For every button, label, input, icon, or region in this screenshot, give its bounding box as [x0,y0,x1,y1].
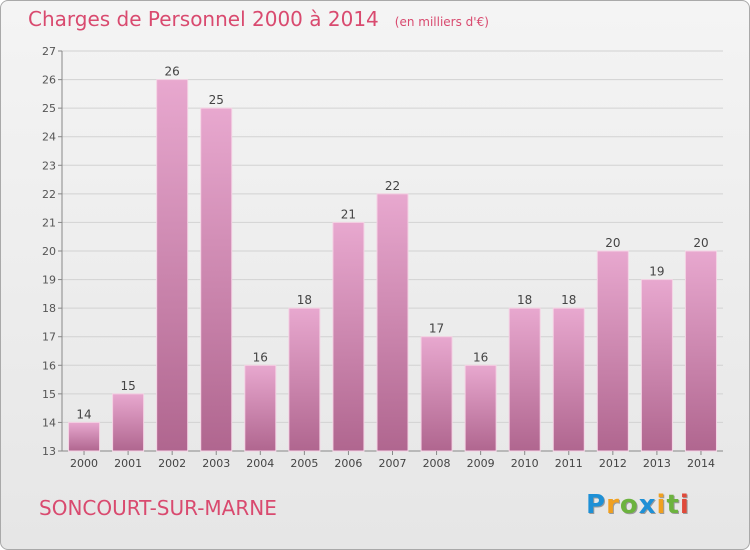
bar-2004 [244,364,277,452]
data-label-2007: 22 [385,179,400,193]
bar-2003 [200,107,233,452]
x-tick-label-2011: 2011 [555,457,583,470]
bar-2011 [552,307,585,452]
commune-name: SONCOURT-SUR-MARNE [39,496,277,520]
y-tick-label-21: 21 [42,216,56,229]
data-label-2006: 21 [341,207,356,221]
bar-2007 [376,193,409,452]
data-label-2003: 25 [209,93,224,107]
y-tick-label-25: 25 [42,102,56,115]
bar-2002 [156,79,189,452]
bar-2010 [508,307,541,452]
y-tick-label-27: 27 [42,45,56,58]
bar-2014 [684,250,717,452]
data-label-2005: 18 [297,293,312,307]
logo-letter: r [606,490,620,520]
logo-letter: i [679,490,690,520]
data-label-2011: 18 [561,293,576,307]
x-tick-label-2003: 2003 [202,457,230,470]
x-tick-label-2000: 2000 [70,457,98,470]
x-tick-label-2002: 2002 [158,457,186,470]
bar-2008 [420,336,453,452]
x-tick-label-2001: 2001 [114,457,142,470]
bar-2006 [332,221,365,452]
x-tick-labels: 2000 2001 2002 2003 2004 2005 2006 2007 2008 2009… [70,451,715,470]
y-tick-label-15: 15 [42,388,56,401]
chart-title-block: Charges de Personnel 2000 à 2014 (en mill… [28,7,489,31]
x-tick-label-2008: 2008 [423,457,451,470]
logo-letter: o [619,490,639,520]
bar-2009 [464,364,497,452]
y-tick-label-17: 17 [42,331,56,344]
proxiti-logo: Proxiti [586,490,690,520]
y-tick-label-26: 26 [42,74,56,87]
x-tick-label-2014: 2014 [687,457,715,470]
x-tick-label-2010: 2010 [511,457,539,470]
logo-letter: i [656,490,667,520]
y-tick-label-23: 23 [42,159,56,172]
data-label-2004: 16 [253,350,268,364]
bars [68,79,717,452]
data-label-2014: 20 [693,236,708,250]
data-label-2001: 15 [120,379,135,393]
bar-2012 [596,250,629,452]
y-tick-label-14: 14 [42,416,56,429]
x-tick-label-2004: 2004 [246,457,274,470]
x-tick-label-2012: 2012 [599,457,627,470]
bar-2000 [68,421,101,452]
chart-title: Charges de Personnel 2000 à 2014 [28,7,379,31]
bar-2001 [112,393,145,452]
y-tick-label-16: 16 [42,359,56,372]
y-tick-label-22: 22 [42,188,56,201]
data-label-2000: 14 [76,407,91,421]
logo-letter: x [638,490,657,520]
data-label-2013: 19 [649,265,664,279]
bar-2005 [288,307,321,452]
x-tick-label-2007: 2007 [379,457,407,470]
data-label-2009: 16 [473,350,488,364]
bar-2013 [640,279,673,452]
x-tick-label-2005: 2005 [290,457,318,470]
data-label-2012: 20 [605,236,620,250]
data-labels: 14 15 26 25 16 18 21 22 17 16 18 18 20 19 20 [76,65,708,422]
logo-letter: P [586,490,607,520]
y-tick-label-20: 20 [42,245,56,258]
y-tick-label-19: 19 [42,274,56,287]
data-label-2002: 26 [165,65,180,79]
y-tick-labels: 13 14 15 16 17 18 19 20 21 22 23 24 25 26 27 [42,45,56,458]
chart-subtitle: (en milliers d'€) [394,15,489,29]
y-tick-label-24: 24 [42,131,56,144]
x-tick-label-2009: 2009 [467,457,495,470]
y-tick-label-13: 13 [42,445,56,458]
data-label-2010: 18 [517,293,532,307]
x-tick-label-2006: 2006 [334,457,362,470]
y-tick-label-18: 18 [42,302,56,315]
data-label-2008: 17 [429,322,444,336]
x-tick-label-2013: 2013 [643,457,671,470]
logo-letter: t [666,490,680,520]
